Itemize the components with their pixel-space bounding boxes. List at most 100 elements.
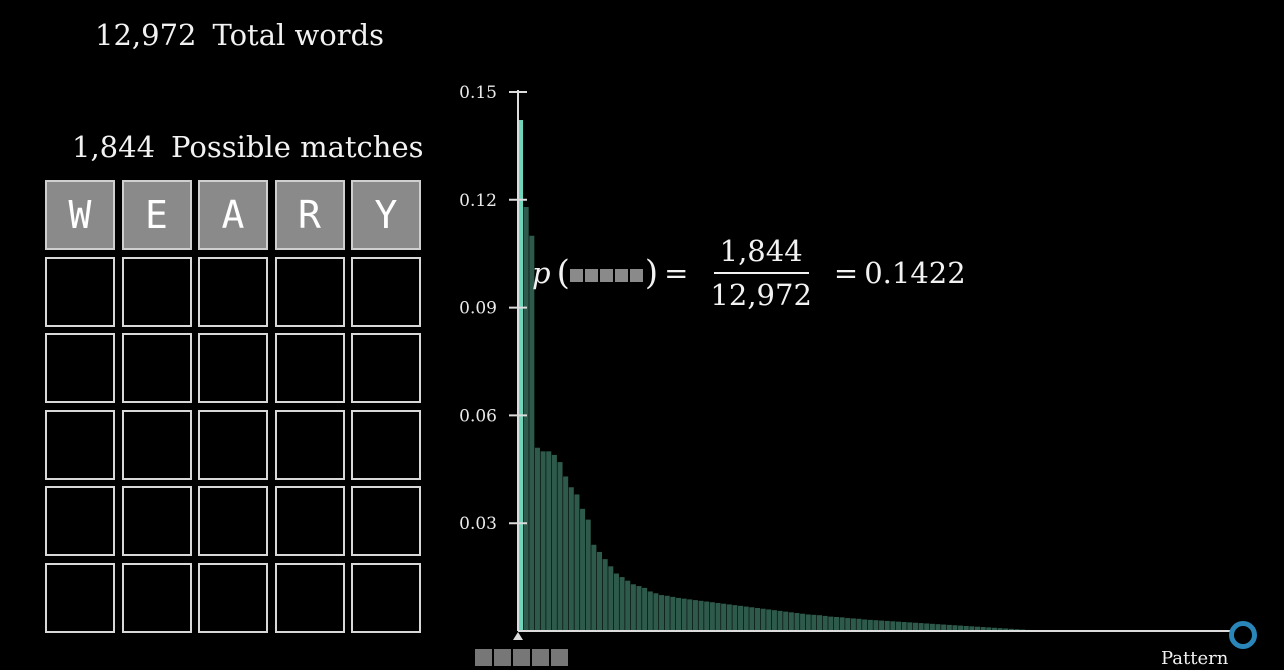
bar [991,627,997,631]
empty-tile [351,562,421,633]
bar [608,566,614,631]
bar [613,573,619,631]
empty-tile [121,486,192,556]
empty-tile [121,409,192,480]
bar [546,451,552,631]
bar [771,610,777,631]
bar [721,603,727,631]
bar [839,617,845,631]
bar [862,619,868,631]
bar [670,596,676,631]
bar [980,627,986,631]
bar [625,580,631,631]
bar [715,602,721,631]
y-tick-label: 0.03 [459,514,497,534]
probability-symbol: p [532,256,551,290]
bar [602,559,608,631]
bar [811,614,817,631]
guess-letter-tile: A [198,180,268,250]
bar [828,616,834,631]
bar [783,611,789,631]
bar [563,476,569,631]
guess-letter-tile: R [274,180,345,250]
total-words-count: 12,972 [95,18,197,52]
bar [929,623,935,631]
bar [817,615,823,631]
empty-tile [351,486,421,556]
bar [687,599,693,631]
open-paren: ( [556,253,570,293]
bar [873,620,879,631]
bar [822,615,828,631]
bar [845,618,851,631]
x-axis-pattern-icon [475,649,568,666]
bar [551,454,557,631]
pattern-glyph [569,256,645,290]
empty-tile [198,409,268,480]
empty-tile [121,256,192,327]
empty-tile [198,562,268,633]
empty-tile [351,256,421,327]
bar [664,595,670,631]
bar [574,494,580,631]
bar [534,447,540,631]
bar [726,604,732,631]
bar [585,519,591,631]
bar [777,610,783,631]
bar [969,626,975,631]
bar [709,602,715,631]
fraction: 1,844 12,972 [704,234,817,312]
bar [738,605,744,631]
bar [946,624,952,631]
bar [692,600,698,631]
bar [732,605,738,631]
empty-tile [45,562,115,633]
bar [912,622,918,631]
bar [974,626,981,631]
y-tick-label: 0.12 [459,191,497,211]
empty-tile [351,409,421,480]
empty-tile [274,409,345,480]
probability-result: 0.1422 [864,256,966,290]
empty-tile [274,333,345,403]
bar [856,618,862,631]
total-words-text: Total words [212,18,385,52]
equals-sign: = [664,256,689,290]
bar [850,618,856,631]
bar [895,621,902,631]
selected-bar-marker [513,632,523,640]
bar [884,620,890,631]
possible-matches-text: Possible matches [171,130,424,164]
y-tick-label: 0.09 [459,299,497,319]
empty-tile [45,333,115,403]
bar [760,608,766,631]
bar [879,620,885,631]
empty-tile [274,486,345,556]
bar [596,551,603,631]
bar [918,623,924,631]
bar [963,625,969,631]
bar [698,600,704,631]
bar [901,622,907,631]
equals-sign-2: = [833,256,859,290]
bar [833,616,839,631]
possible-matches-label: 1,844 Possible matches [72,130,424,164]
bar [619,577,625,631]
empty-tile [274,562,345,633]
bar [788,612,794,631]
guess-letter-tile: Y [351,180,421,250]
bar [557,462,563,631]
bar [704,601,710,631]
bar [924,623,930,631]
bar [754,608,760,631]
bar [568,487,574,631]
bar [1003,628,1009,631]
empty-tile [351,333,421,403]
bar [997,628,1003,631]
bar [952,625,958,631]
bar [580,508,586,631]
guess-letter-tile: E [121,180,192,250]
bar [653,593,659,631]
bar [523,206,529,632]
